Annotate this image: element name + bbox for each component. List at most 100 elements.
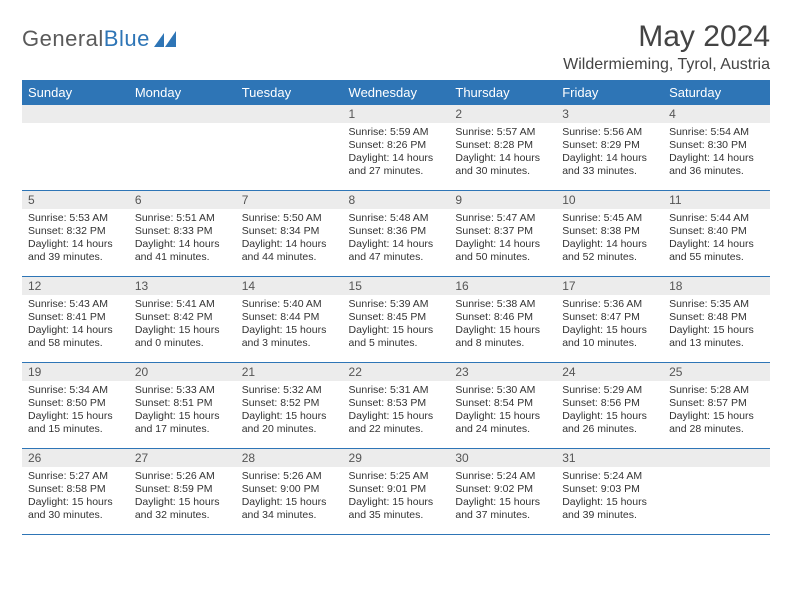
day-number: [663, 449, 770, 467]
daylight-line-1: Daylight: 15 hours: [135, 324, 230, 337]
sunrise-line: Sunrise: 5:24 AM: [562, 470, 657, 483]
day-number: 23: [449, 363, 556, 381]
daylight-line-1: Daylight: 14 hours: [349, 238, 444, 251]
daylight-line-2: and 17 minutes.: [135, 423, 230, 436]
daylight-line-1: Daylight: 14 hours: [135, 238, 230, 251]
day-details: [129, 123, 236, 130]
sunrise-line: Sunrise: 5:34 AM: [28, 384, 123, 397]
sunset-line: Sunset: 9:03 PM: [562, 483, 657, 496]
calendar-cell: 14Sunrise: 5:40 AMSunset: 8:44 PMDayligh…: [236, 277, 343, 363]
calendar-cell: 12Sunrise: 5:43 AMSunset: 8:41 PMDayligh…: [22, 277, 129, 363]
weekday-heading: Sunday: [22, 81, 129, 105]
daylight-line-2: and 39 minutes.: [28, 251, 123, 264]
sunrise-line: Sunrise: 5:43 AM: [28, 298, 123, 311]
day-number: [236, 105, 343, 123]
daylight-line-2: and 36 minutes.: [669, 165, 764, 178]
sunset-line: Sunset: 8:58 PM: [28, 483, 123, 496]
sunrise-line: Sunrise: 5:28 AM: [669, 384, 764, 397]
sunset-line: Sunset: 8:34 PM: [242, 225, 337, 238]
calendar-body: 1Sunrise: 5:59 AMSunset: 8:26 PMDaylight…: [22, 105, 770, 535]
day-number: 1: [343, 105, 450, 123]
location: Wildermieming, Tyrol, Austria: [563, 56, 770, 74]
daylight-line-1: Daylight: 14 hours: [669, 238, 764, 251]
calendar-cell: 29Sunrise: 5:25 AMSunset: 9:01 PMDayligh…: [343, 449, 450, 535]
sunset-line: Sunset: 8:47 PM: [562, 311, 657, 324]
day-number: 7: [236, 191, 343, 209]
daylight-line-1: Daylight: 15 hours: [242, 496, 337, 509]
calendar-cell: 18Sunrise: 5:35 AMSunset: 8:48 PMDayligh…: [663, 277, 770, 363]
day-details: Sunrise: 5:40 AMSunset: 8:44 PMDaylight:…: [236, 295, 343, 355]
calendar-cell: 20Sunrise: 5:33 AMSunset: 8:51 PMDayligh…: [129, 363, 236, 449]
day-details: [236, 123, 343, 130]
calendar: Sunday Monday Tuesday Wednesday Thursday…: [22, 80, 770, 535]
daylight-line-2: and 30 minutes.: [28, 509, 123, 522]
day-details: Sunrise: 5:24 AMSunset: 9:03 PMDaylight:…: [556, 467, 663, 527]
day-details: Sunrise: 5:47 AMSunset: 8:37 PMDaylight:…: [449, 209, 556, 269]
day-number: 29: [343, 449, 450, 467]
daylight-line-2: and 39 minutes.: [562, 509, 657, 522]
sunset-line: Sunset: 8:59 PM: [135, 483, 230, 496]
sunrise-line: Sunrise: 5:29 AM: [562, 384, 657, 397]
day-details: [663, 467, 770, 474]
day-number: 21: [236, 363, 343, 381]
daylight-line-1: Daylight: 15 hours: [562, 410, 657, 423]
daylight-line-1: Daylight: 15 hours: [562, 324, 657, 337]
day-details: Sunrise: 5:34 AMSunset: 8:50 PMDaylight:…: [22, 381, 129, 441]
sunrise-line: Sunrise: 5:57 AM: [455, 126, 550, 139]
day-details: Sunrise: 5:53 AMSunset: 8:32 PMDaylight:…: [22, 209, 129, 269]
calendar-cell: 16Sunrise: 5:38 AMSunset: 8:46 PMDayligh…: [449, 277, 556, 363]
sunset-line: Sunset: 8:32 PM: [28, 225, 123, 238]
daylight-line-2: and 22 minutes.: [349, 423, 444, 436]
sunset-line: Sunset: 8:40 PM: [669, 225, 764, 238]
day-details: Sunrise: 5:27 AMSunset: 8:58 PMDaylight:…: [22, 467, 129, 527]
sunrise-line: Sunrise: 5:26 AM: [135, 470, 230, 483]
day-number: 28: [236, 449, 343, 467]
day-number: 18: [663, 277, 770, 295]
daylight-line-2: and 20 minutes.: [242, 423, 337, 436]
day-details: Sunrise: 5:26 AMSunset: 8:59 PMDaylight:…: [129, 467, 236, 527]
sunrise-line: Sunrise: 5:51 AM: [135, 212, 230, 225]
sunrise-line: Sunrise: 5:44 AM: [669, 212, 764, 225]
daylight-line-1: Daylight: 15 hours: [242, 324, 337, 337]
calendar-cell: 25Sunrise: 5:28 AMSunset: 8:57 PMDayligh…: [663, 363, 770, 449]
day-details: Sunrise: 5:48 AMSunset: 8:36 PMDaylight:…: [343, 209, 450, 269]
day-details: Sunrise: 5:30 AMSunset: 8:54 PMDaylight:…: [449, 381, 556, 441]
header-right: May 2024 Wildermieming, Tyrol, Austria: [563, 20, 770, 76]
daylight-line-1: Daylight: 14 hours: [455, 238, 550, 251]
day-number: 9: [449, 191, 556, 209]
calendar-week: 5Sunrise: 5:53 AMSunset: 8:32 PMDaylight…: [22, 191, 770, 277]
sunrise-line: Sunrise: 5:54 AM: [669, 126, 764, 139]
sunrise-line: Sunrise: 5:48 AM: [349, 212, 444, 225]
daylight-line-2: and 30 minutes.: [455, 165, 550, 178]
sunrise-line: Sunrise: 5:45 AM: [562, 212, 657, 225]
calendar-cell: 28Sunrise: 5:26 AMSunset: 9:00 PMDayligh…: [236, 449, 343, 535]
sunset-line: Sunset: 8:44 PM: [242, 311, 337, 324]
calendar-cell: 31Sunrise: 5:24 AMSunset: 9:03 PMDayligh…: [556, 449, 663, 535]
sunset-line: Sunset: 8:52 PM: [242, 397, 337, 410]
day-number: 5: [22, 191, 129, 209]
weekday-heading: Saturday: [663, 81, 770, 105]
calendar-cell: [22, 105, 129, 191]
day-number: 20: [129, 363, 236, 381]
daylight-line-2: and 10 minutes.: [562, 337, 657, 350]
daylight-line-1: Daylight: 15 hours: [562, 496, 657, 509]
daylight-line-2: and 26 minutes.: [562, 423, 657, 436]
sunset-line: Sunset: 8:54 PM: [455, 397, 550, 410]
weekday-heading: Monday: [129, 81, 236, 105]
day-number: 8: [343, 191, 450, 209]
calendar-week: 1Sunrise: 5:59 AMSunset: 8:26 PMDaylight…: [22, 105, 770, 191]
weekday-heading: Thursday: [449, 81, 556, 105]
sunrise-line: Sunrise: 5:41 AM: [135, 298, 230, 311]
daylight-line-1: Daylight: 15 hours: [135, 496, 230, 509]
day-number: [22, 105, 129, 123]
calendar-cell: 15Sunrise: 5:39 AMSunset: 8:45 PMDayligh…: [343, 277, 450, 363]
calendar-cell: 24Sunrise: 5:29 AMSunset: 8:56 PMDayligh…: [556, 363, 663, 449]
sunset-line: Sunset: 8:51 PM: [135, 397, 230, 410]
sunrise-line: Sunrise: 5:26 AM: [242, 470, 337, 483]
daylight-line-1: Daylight: 15 hours: [455, 496, 550, 509]
brand-mark-icon: [154, 30, 180, 48]
weekday-heading: Friday: [556, 81, 663, 105]
calendar-week: 12Sunrise: 5:43 AMSunset: 8:41 PMDayligh…: [22, 277, 770, 363]
sunset-line: Sunset: 8:41 PM: [28, 311, 123, 324]
sunrise-line: Sunrise: 5:39 AM: [349, 298, 444, 311]
